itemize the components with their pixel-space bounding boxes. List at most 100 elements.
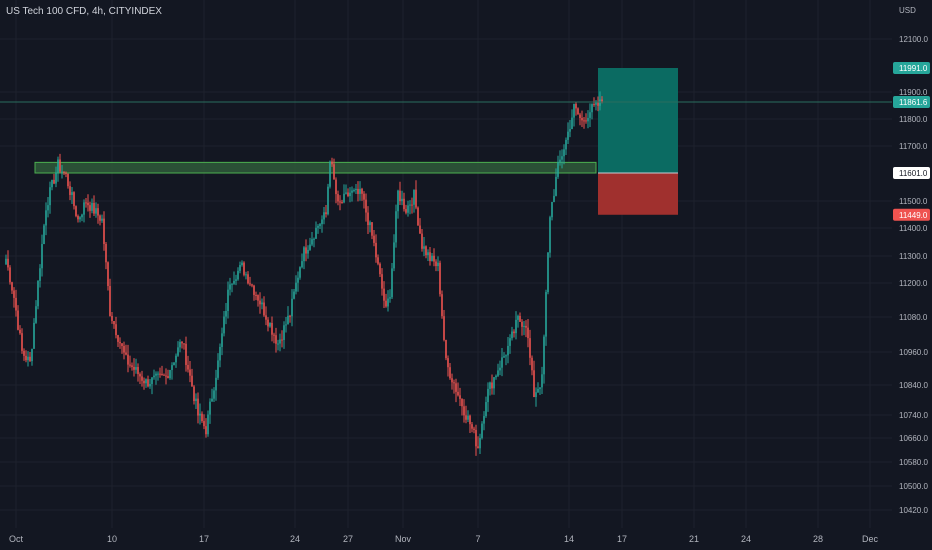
candle-body <box>145 379 147 384</box>
candle-body <box>235 279 237 281</box>
candle-body <box>565 139 567 150</box>
candle-body <box>309 244 311 250</box>
candle-body <box>589 112 591 118</box>
candle-body <box>223 316 225 334</box>
candle-body <box>123 345 125 353</box>
candle-body <box>319 224 321 227</box>
candle-body <box>175 355 177 363</box>
candle-body <box>121 343 123 346</box>
time-tick-label: 14 <box>564 534 574 544</box>
candle-body <box>141 376 143 381</box>
candle-body <box>339 201 341 203</box>
candle-body <box>527 327 529 339</box>
candle-body <box>473 428 475 430</box>
candle-body <box>547 252 549 293</box>
candle-body <box>371 222 373 236</box>
candle-body <box>253 285 255 295</box>
candle-body <box>361 188 363 194</box>
candle-body <box>275 335 277 344</box>
candle-body <box>263 302 265 316</box>
candle-body <box>463 406 465 416</box>
candle-body <box>397 190 399 212</box>
candle-body <box>513 331 515 334</box>
candle-body <box>551 201 553 218</box>
candle-body <box>243 262 245 275</box>
time-tick-label: Dec <box>862 534 879 544</box>
candle-body <box>465 415 467 420</box>
price-label-take_profit-badge <box>893 62 930 74</box>
candle-body <box>79 217 81 220</box>
candle-body <box>533 370 535 398</box>
candle-body <box>505 355 507 357</box>
candle-body <box>549 217 551 253</box>
candle-body <box>261 302 263 305</box>
price-tick-label: 10840.0 <box>899 381 928 390</box>
candle-body <box>329 161 331 187</box>
time-tick-label: 17 <box>617 534 627 544</box>
candle-body <box>297 277 299 283</box>
candle-body <box>127 354 129 365</box>
candle-body <box>265 315 267 320</box>
candle-body <box>65 172 67 174</box>
price-label-take_profit: 11991.0 <box>899 64 928 73</box>
candle-body <box>59 159 61 172</box>
take-profit-zone[interactable] <box>598 68 678 173</box>
candle-body <box>7 258 9 268</box>
candle-body <box>357 188 359 194</box>
candle-body <box>97 208 99 216</box>
time-tick-label: 10 <box>107 534 117 544</box>
time-axis-bg <box>0 528 892 550</box>
price-tick-label: 10660.0 <box>899 434 928 443</box>
price-label-entry: 11601.0 <box>899 169 928 178</box>
candle-body <box>39 268 41 281</box>
candle-body <box>487 388 489 403</box>
candle-body <box>99 215 101 221</box>
candle-body <box>247 274 249 284</box>
candle-body <box>555 176 557 196</box>
candle-body <box>437 262 439 267</box>
candle-body <box>439 262 441 295</box>
candle-body <box>409 204 411 206</box>
candle-body <box>191 375 193 387</box>
candle-body <box>507 345 509 356</box>
candle-body <box>103 218 105 244</box>
stop-loss-zone[interactable] <box>598 173 678 215</box>
candle-body <box>245 274 247 276</box>
candle-body <box>391 268 393 298</box>
candle-body <box>9 267 11 283</box>
price-axis: USD 12100.0 11900.0 11800.0 11700.0 11500.0 11… <box>892 0 932 550</box>
candle-body <box>591 104 593 113</box>
candle-body <box>51 179 53 188</box>
candle-body <box>491 382 493 389</box>
candle-body <box>231 283 233 285</box>
candle-body <box>187 364 189 370</box>
candle-body <box>255 294 257 296</box>
candle-body <box>93 202 95 214</box>
candle-body <box>219 346 221 361</box>
candle-body <box>49 187 51 206</box>
candle-body <box>143 380 145 384</box>
candle-body <box>375 242 377 258</box>
candle-body <box>379 263 381 275</box>
candle-body <box>313 238 315 240</box>
chart-grid <box>0 0 892 528</box>
candle-body <box>387 298 389 307</box>
candle-body <box>541 374 543 388</box>
candle-body <box>135 367 137 370</box>
candle-body <box>497 370 499 376</box>
candle-body <box>109 286 111 316</box>
candle-body <box>203 421 205 427</box>
candle-body <box>19 329 21 334</box>
candle-body <box>37 280 39 307</box>
resistance-zone[interactable] <box>34 161 597 174</box>
candle-body <box>429 252 431 262</box>
candle-body <box>181 341 183 344</box>
candle-body <box>545 292 547 337</box>
candle-body <box>431 255 433 262</box>
candle-body <box>237 270 239 280</box>
candle-body <box>281 339 283 341</box>
candle-body <box>89 205 91 211</box>
price-label-last_price-badge <box>893 96 930 108</box>
candle-body <box>457 391 459 396</box>
